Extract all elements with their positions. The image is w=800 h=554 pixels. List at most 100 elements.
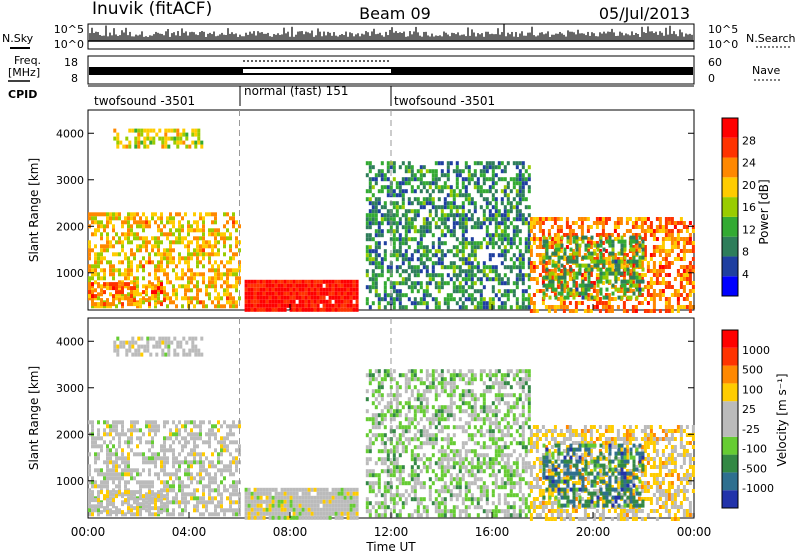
echo-cell [253,491,257,496]
echo-cell [325,499,329,504]
echo-cell [491,205,495,210]
echo-cell [413,305,417,310]
echo-cell [313,511,317,516]
echo-cell [103,480,106,485]
echo-cell [235,280,238,285]
echo-cell [322,279,326,284]
echo-cell [280,507,284,512]
echo-cell [529,237,533,241]
echo-cell [112,252,115,257]
echo-cell [584,291,588,296]
echo-cell [476,261,480,266]
echo-cell [223,440,226,445]
echo-cell [349,511,353,516]
echo-cell [623,287,627,292]
echo-cell [587,255,591,260]
echo-cell [479,225,483,230]
echo-cell [127,302,130,307]
echo-cell [658,217,662,221]
echo-cell [139,304,142,309]
echo-cell [575,291,579,296]
echo-cell [301,307,305,312]
echo-cell [491,297,495,302]
echo-cell [298,499,302,504]
echo-cell [115,490,118,495]
echo-cell [109,216,112,221]
echo-cell [286,515,290,520]
echo-cell [470,237,474,242]
echo-cell [136,472,139,477]
echo-cell [136,284,139,289]
echo-cell [383,481,387,486]
echo-cell [328,307,332,312]
echo-cell [106,212,109,217]
echo-cell [620,235,624,240]
echo-cell [500,229,504,234]
echo-cell [175,228,178,233]
echo-cell [500,201,504,206]
echo-cell [145,420,148,425]
echo-cell [115,468,118,473]
echo-cell [160,460,163,465]
echo-cell [88,480,91,485]
echo-cell [202,264,205,269]
echo-cell [100,236,103,241]
echo-cell [515,177,519,182]
echo-cell [328,499,332,504]
echo-cell [145,286,148,291]
echo-cell [124,468,127,473]
echo-cell [374,513,378,518]
echo-cell [175,472,178,477]
echo-cell [509,237,513,242]
echo-cell [679,229,683,233]
echo-cell [172,456,175,461]
echo-cell [292,279,296,284]
echo-cell [310,279,314,284]
beam-title: Beam 09 [359,4,431,23]
echo-cell [331,487,335,492]
echo-cell [560,235,564,240]
echo-cell [298,515,302,520]
echo-cell [476,161,480,166]
echo-cell [319,283,323,288]
echo-cell [310,499,314,504]
echo-cell [187,464,190,469]
echo-cell [605,267,609,272]
echo-cell [187,472,190,477]
echo-cell [106,494,109,499]
echo-cell [365,221,369,226]
echo-cell [226,296,229,301]
echo-cell [565,221,569,225]
echo-cell [544,261,548,265]
echo-cell [368,233,372,238]
echo-cell [574,221,578,225]
echo-cell [134,340,138,345]
echo-cell [581,291,585,296]
echo-cell [643,253,647,257]
echo-cell [419,237,423,242]
echo-cell [232,220,235,225]
echo-cell [97,428,100,433]
colorbar-swatch [722,236,738,257]
echo-cell [164,128,168,133]
echo-cell [398,205,402,210]
echo-cell [443,181,447,186]
echo-cell [289,503,293,508]
echo-cell [161,340,165,345]
echo-cell [422,249,426,254]
echo-cell [545,255,549,260]
echo-cell [383,425,387,430]
echo-cell [527,297,531,302]
echo-cell [482,169,486,174]
echo-cell [518,181,522,186]
echo-cell [632,247,636,252]
echo-cell [199,428,202,433]
echo-cell [157,260,160,265]
echo-cell [256,515,260,520]
echo-cell [419,245,423,250]
echo-cell [229,216,232,221]
echo-cell [121,286,124,291]
echo-cell [334,287,338,292]
echo-cell [173,348,177,353]
echo-cell [229,432,232,437]
